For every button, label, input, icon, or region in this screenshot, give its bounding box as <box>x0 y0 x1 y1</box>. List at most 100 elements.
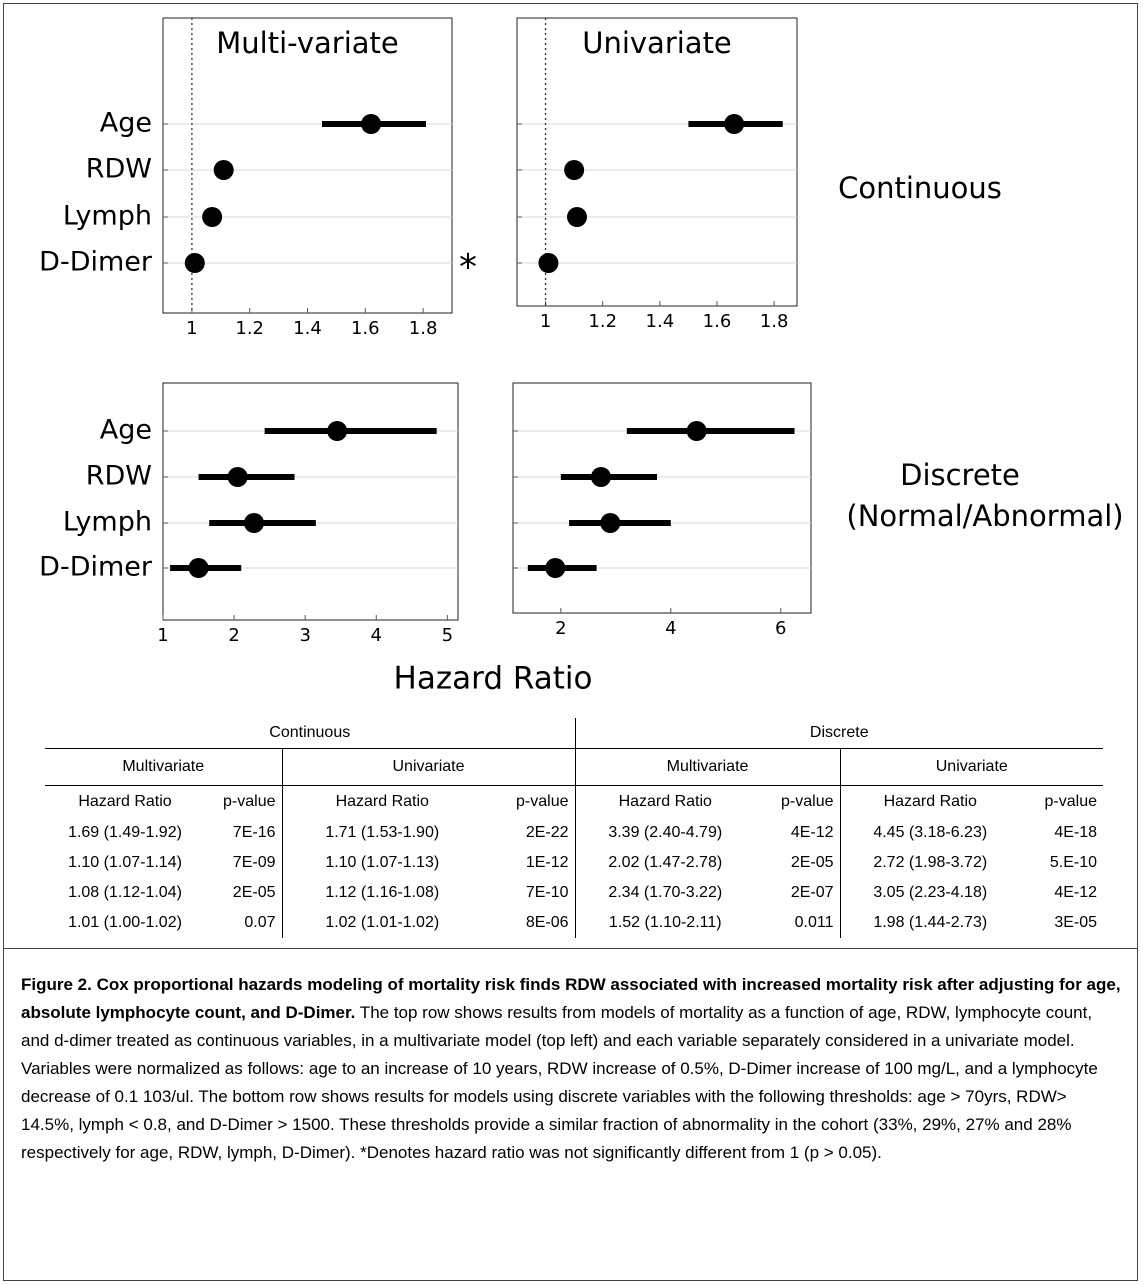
table-row: 1.10 (1.07-1.14) 7E-09 1.10 (1.07-1.13) 1E-… <box>45 848 1103 878</box>
table-row: 1.69 (1.49-1.92) 7E-16 1.71 (1.53-1.90) 2E-… <box>45 818 1103 848</box>
plot-frame <box>162 382 459 621</box>
table-cell: 1.71 (1.53-1.90) <box>281 818 482 848</box>
x-tick-label: 4 <box>371 625 382 646</box>
plot-frame <box>512 382 812 614</box>
model-header: Multivariate <box>574 748 841 786</box>
table-row: 1.01 (1.00-1.02) 0.07 1.02 (1.01-1.02) 8E-0… <box>45 908 1103 938</box>
hazard-ratio-point <box>538 253 559 273</box>
table-cell: 1.02 (1.01-1.02) <box>281 908 482 938</box>
model-header: Univariate <box>281 748 576 786</box>
table-cell: 2.34 (1.70-3.22) <box>574 878 756 908</box>
hazard-ratio-point <box>227 467 248 487</box>
hazard-ratio-point <box>724 114 745 134</box>
table-cell: 4.45 (3.18-6.23) <box>839 818 1021 848</box>
x-tick-label: 6 <box>775 618 786 639</box>
table-cell: 2E-05 <box>790 854 834 871</box>
row-label: Discrete <box>900 458 1020 492</box>
results-table: Continuous Discrete Multivariate Univariate… <box>45 718 1104 938</box>
table-cell: 4E-12 <box>1054 884 1098 901</box>
chart-title: Univariate <box>582 26 732 60</box>
x-tick-label: 1 <box>540 311 551 332</box>
hazard-ratio-point <box>213 160 234 180</box>
table-cell: 1.01 (1.00-1.02) <box>68 914 182 931</box>
figure-caption: Figure 2. Cox proportional hazards model… <box>3 948 1138 1281</box>
hazard-ratio-point <box>686 421 707 441</box>
column-header: Hazard Ratio <box>78 793 172 810</box>
table-cell: 1.98 (1.44-2.73) <box>839 908 1021 938</box>
table-cell: 5.E-10 <box>1049 854 1098 871</box>
hazard-ratio-point <box>567 207 587 227</box>
table-cell: 1.10 (1.07-1.14) <box>68 854 182 871</box>
table-cell: 7E-10 <box>525 884 569 901</box>
hazard-ratio-point <box>590 467 611 487</box>
plot-frame <box>162 17 453 314</box>
table-row: 1.08 (1.12-1.04) 2E-05 1.12 (1.16-1.08) 7E-… <box>45 878 1103 908</box>
x-tick-label: 1.8 <box>760 311 789 332</box>
hazard-ratio-point <box>188 558 209 578</box>
table-cell: 0.07 <box>244 914 276 931</box>
x-tick-label: 1.2 <box>588 311 617 332</box>
x-tick-label: 1.6 <box>351 318 380 339</box>
row-label: (Normal/Abnormal) <box>846 499 1123 533</box>
row-label: Continuous <box>838 171 1002 205</box>
table-cell: 2E-05 <box>232 884 276 901</box>
caption-bold: Figure 2. Cox proportional hazards model… <box>21 975 1121 1022</box>
table-cell: 2.02 (1.47-2.78) <box>574 848 756 878</box>
table-cell: 1.12 (1.16-1.08) <box>281 878 482 908</box>
column-header: Hazard Ratio <box>281 785 482 818</box>
category-label: RDW <box>86 461 152 492</box>
table-row: Multivariate Univariate Multivariate Univar… <box>45 748 1104 786</box>
x-tick-label: 1.6 <box>703 311 732 332</box>
hazard-ratio-point <box>600 513 621 533</box>
model-header: Multivariate <box>45 748 282 786</box>
hazard-ratio-point <box>184 253 205 273</box>
plot-frame <box>516 17 798 307</box>
hazard-ratio-point <box>202 207 223 227</box>
x-tick-label: 5 <box>442 625 453 646</box>
forest-plots: Continuous Discrete (Normal/Abnormal) Ha… <box>39 17 1124 697</box>
category-label: Age <box>100 108 152 139</box>
caption-text: The top row shows results from models of… <box>21 1003 1098 1162</box>
column-header: p-value <box>223 793 276 810</box>
category-label: Age <box>100 415 152 446</box>
x-tick-label: 3 <box>299 625 310 646</box>
table-row: Continuous Discrete <box>45 718 1104 749</box>
table-cell: 3.39 (2.40-4.79) <box>574 818 756 848</box>
hazard-ratio-point <box>327 421 348 441</box>
significance-annotation: * <box>459 247 477 288</box>
table-cell: 1.10 (1.07-1.13) <box>281 848 482 878</box>
category-label: Lymph <box>63 507 152 538</box>
hazard-ratio-point <box>361 114 382 134</box>
table-cell: 8E-06 <box>525 914 569 931</box>
hazard-ratio-point <box>243 513 264 533</box>
group-header: Continuous <box>45 718 576 749</box>
x-tick-label: 2 <box>555 618 566 639</box>
x-tick-label: 1 <box>186 318 197 339</box>
x-tick-label: 1 <box>157 625 168 646</box>
group-header: Discrete <box>574 718 1104 749</box>
chart-title: Multi-variate <box>216 26 398 60</box>
column-header: Hazard Ratio <box>839 785 1021 818</box>
table-cell: 2E-22 <box>525 824 569 841</box>
column-header: p-value <box>781 793 834 810</box>
table-cell: 1E-12 <box>525 854 569 871</box>
table-cell: 4E-12 <box>790 824 834 841</box>
x-tick-label: 1.2 <box>235 318 264 339</box>
table-cell: 1.08 (1.12-1.04) <box>68 884 182 901</box>
table-cell: 7E-16 <box>232 824 276 841</box>
figure-frame <box>3 3 1138 1281</box>
model-header: Univariate <box>839 748 1104 786</box>
x-tick-label: 1.4 <box>646 311 675 332</box>
table-cell: 0.011 <box>794 914 834 931</box>
column-header: Hazard Ratio <box>574 785 756 818</box>
category-label: RDW <box>86 154 152 185</box>
table-cell: 4E-18 <box>1054 824 1098 841</box>
table-row: Hazard Ratio p-value Hazard Ratio p-value Ha… <box>45 785 1103 818</box>
table-cell: 7E-09 <box>232 854 276 871</box>
category-label: D-Dimer <box>39 552 153 583</box>
table-cell: 2E-07 <box>790 884 834 901</box>
category-label: Lymph <box>63 201 152 232</box>
column-header: p-value <box>1044 793 1098 810</box>
hazard-ratio-point <box>545 558 566 578</box>
